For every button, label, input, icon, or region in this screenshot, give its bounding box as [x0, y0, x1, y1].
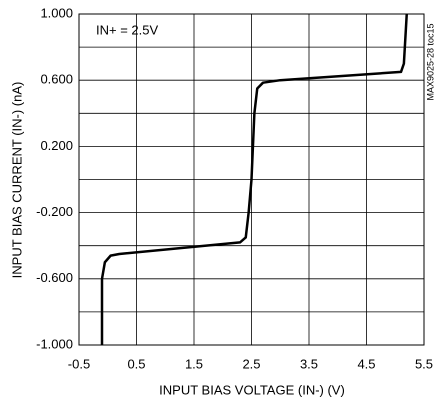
x-tick-label: 2.5	[242, 356, 260, 371]
x-tick-label: 0.5	[127, 356, 145, 371]
y-tick-label: 0.600	[40, 72, 73, 87]
data-line	[100, 13, 408, 345]
x-tick-label: 5.5	[415, 356, 433, 371]
annotation: IN+ = 2.5V	[96, 22, 158, 37]
y-tick-label: -0.600	[36, 270, 73, 285]
x-tick-label: 4.5	[357, 356, 375, 371]
side-note: MAX9025-28 toc15	[425, 23, 435, 100]
x-axis-title: INPUT BIAS VOLTAGE (IN-) (V)	[159, 382, 345, 397]
x-tick-label: 1.5	[185, 356, 203, 371]
y-tick-label: -0.200	[36, 204, 73, 219]
x-tick-label: 3.5	[300, 356, 318, 371]
x-tick-label: -0.5	[68, 356, 90, 371]
y-tick-label: 1.000	[40, 5, 73, 20]
y-axis-title: INPUT BIAS CURRENT (IN-) (nA)	[9, 82, 24, 279]
y-tick-label: 0.200	[40, 138, 73, 153]
y-tick-label: -1.000	[36, 336, 73, 351]
